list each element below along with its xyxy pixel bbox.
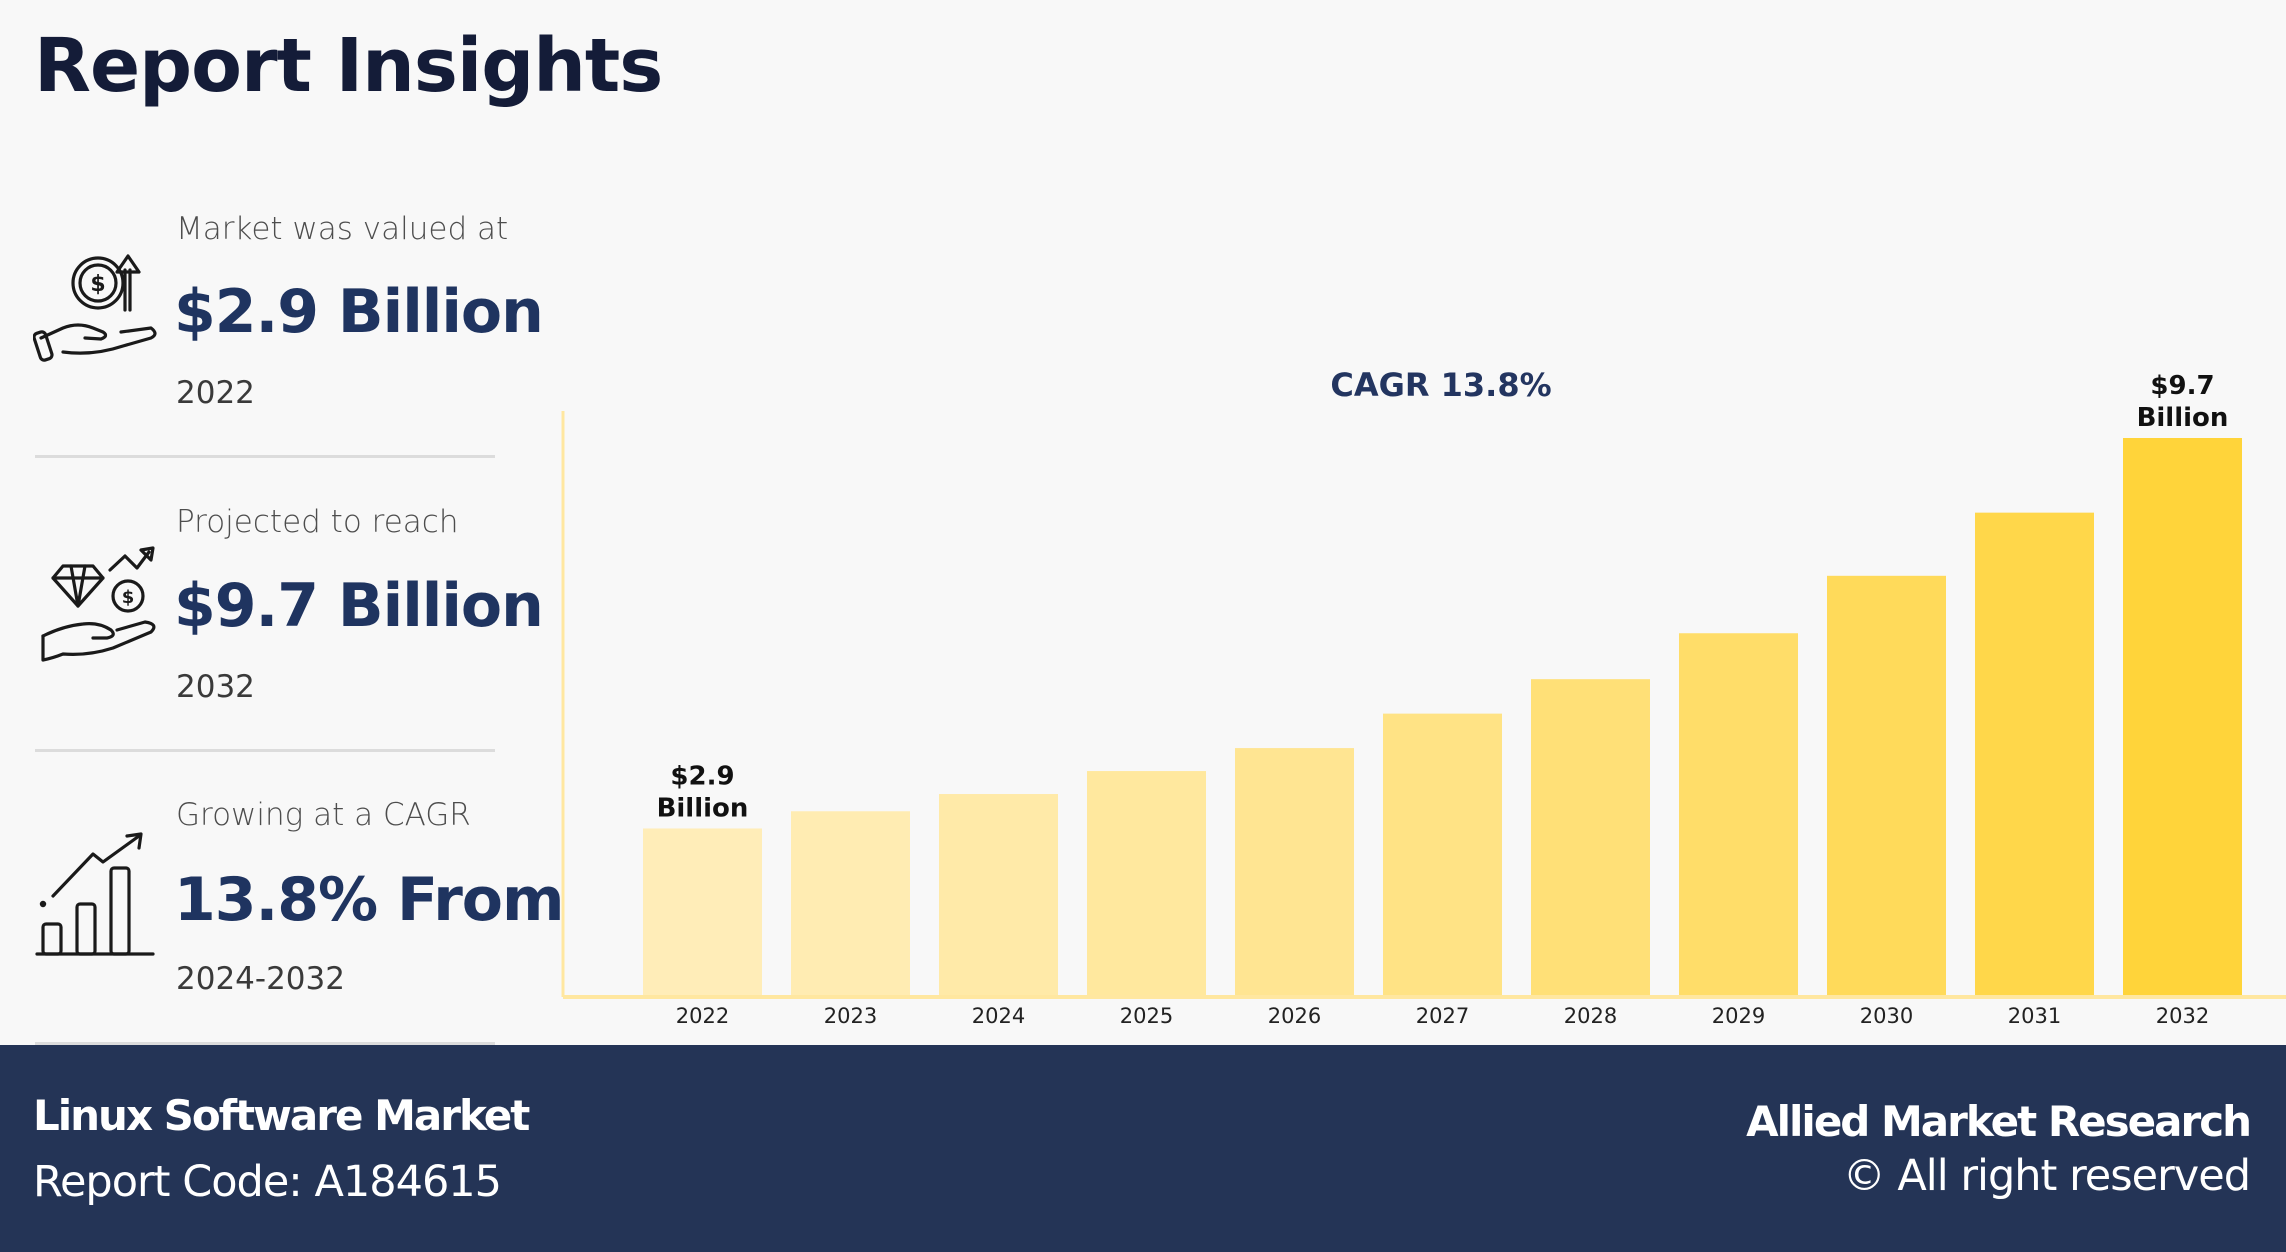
page-title: Report Insights [34,23,663,109]
x-tick-label: 2025 [1120,1004,1173,1028]
x-tick-label: 2028 [1564,1004,1617,1028]
divider [35,1042,495,1045]
divider [35,455,495,458]
svg-text:$: $ [90,272,105,297]
bar-2022 [643,828,762,995]
data-label-2032: Billion [2137,403,2229,433]
bar-2030 [1827,575,1946,995]
data-label-2022: $2.9 [670,761,734,791]
stat-label: Growing at a CAGR [176,797,471,833]
x-tick-label: 2023 [824,1004,877,1028]
divider [35,749,495,752]
x-tick-label: 2026 [1268,1004,1321,1028]
brand-name: Allied Market Research [1746,1097,2252,1146]
report-code: Report Code: A184615 [33,1157,502,1207]
stat-label: Projected to reach [176,504,459,540]
hand-coin-growth-icon: $ [33,254,157,362]
footer: Linux Software Market Report Code: A1846… [0,1045,2286,1252]
x-tick-label: 2022 [676,1004,729,1028]
x-tick-label: 2024 [972,1004,1025,1028]
x-tick-label: 2027 [1416,1004,1469,1028]
stat-value: $2.9 Billion [174,277,544,347]
stat-value: $9.7 Billion [174,571,544,641]
bar-2023 [791,811,910,995]
x-tick-label: 2030 [1860,1004,1913,1028]
stat-label: Market was valued at [176,211,509,247]
bar-2024 [939,794,1058,995]
svg-text:$: $ [122,587,135,608]
bar-2028 [1531,679,1650,995]
x-tick-label: 2032 [2156,1004,2209,1028]
bar-2027 [1383,713,1502,995]
growth-bar-chart-icon [35,832,155,956]
data-label-2022: Billion [657,793,749,823]
x-tick-label: 2031 [2008,1004,2061,1028]
hand-diamond-coin-icon: $ [41,546,156,662]
stat-year: 2022 [176,375,255,411]
bar-2032 [2123,438,2242,995]
x-tick-label: 2029 [1712,1004,1765,1028]
market-size-bar-chart: CAGR 13.8% 2022 2023 2024 2025 2026 2027 2028 2… [561,366,2286,1028]
stat-value: 13.8% From [174,865,565,935]
bar-2031 [1975,512,2094,995]
stat-year: 2032 [176,669,255,705]
market-name: Linux Software Market [33,1091,530,1140]
bar-2026 [1235,748,1354,995]
bar-2025 [1087,771,1206,995]
copyright-notice: © All right reserved [1842,1151,2251,1201]
bar-2029 [1679,633,1798,995]
chart-title: CAGR 13.8% [1330,366,1551,404]
stat-period: 2024-2032 [176,961,345,997]
data-label-2032: $9.7 [2150,371,2214,401]
